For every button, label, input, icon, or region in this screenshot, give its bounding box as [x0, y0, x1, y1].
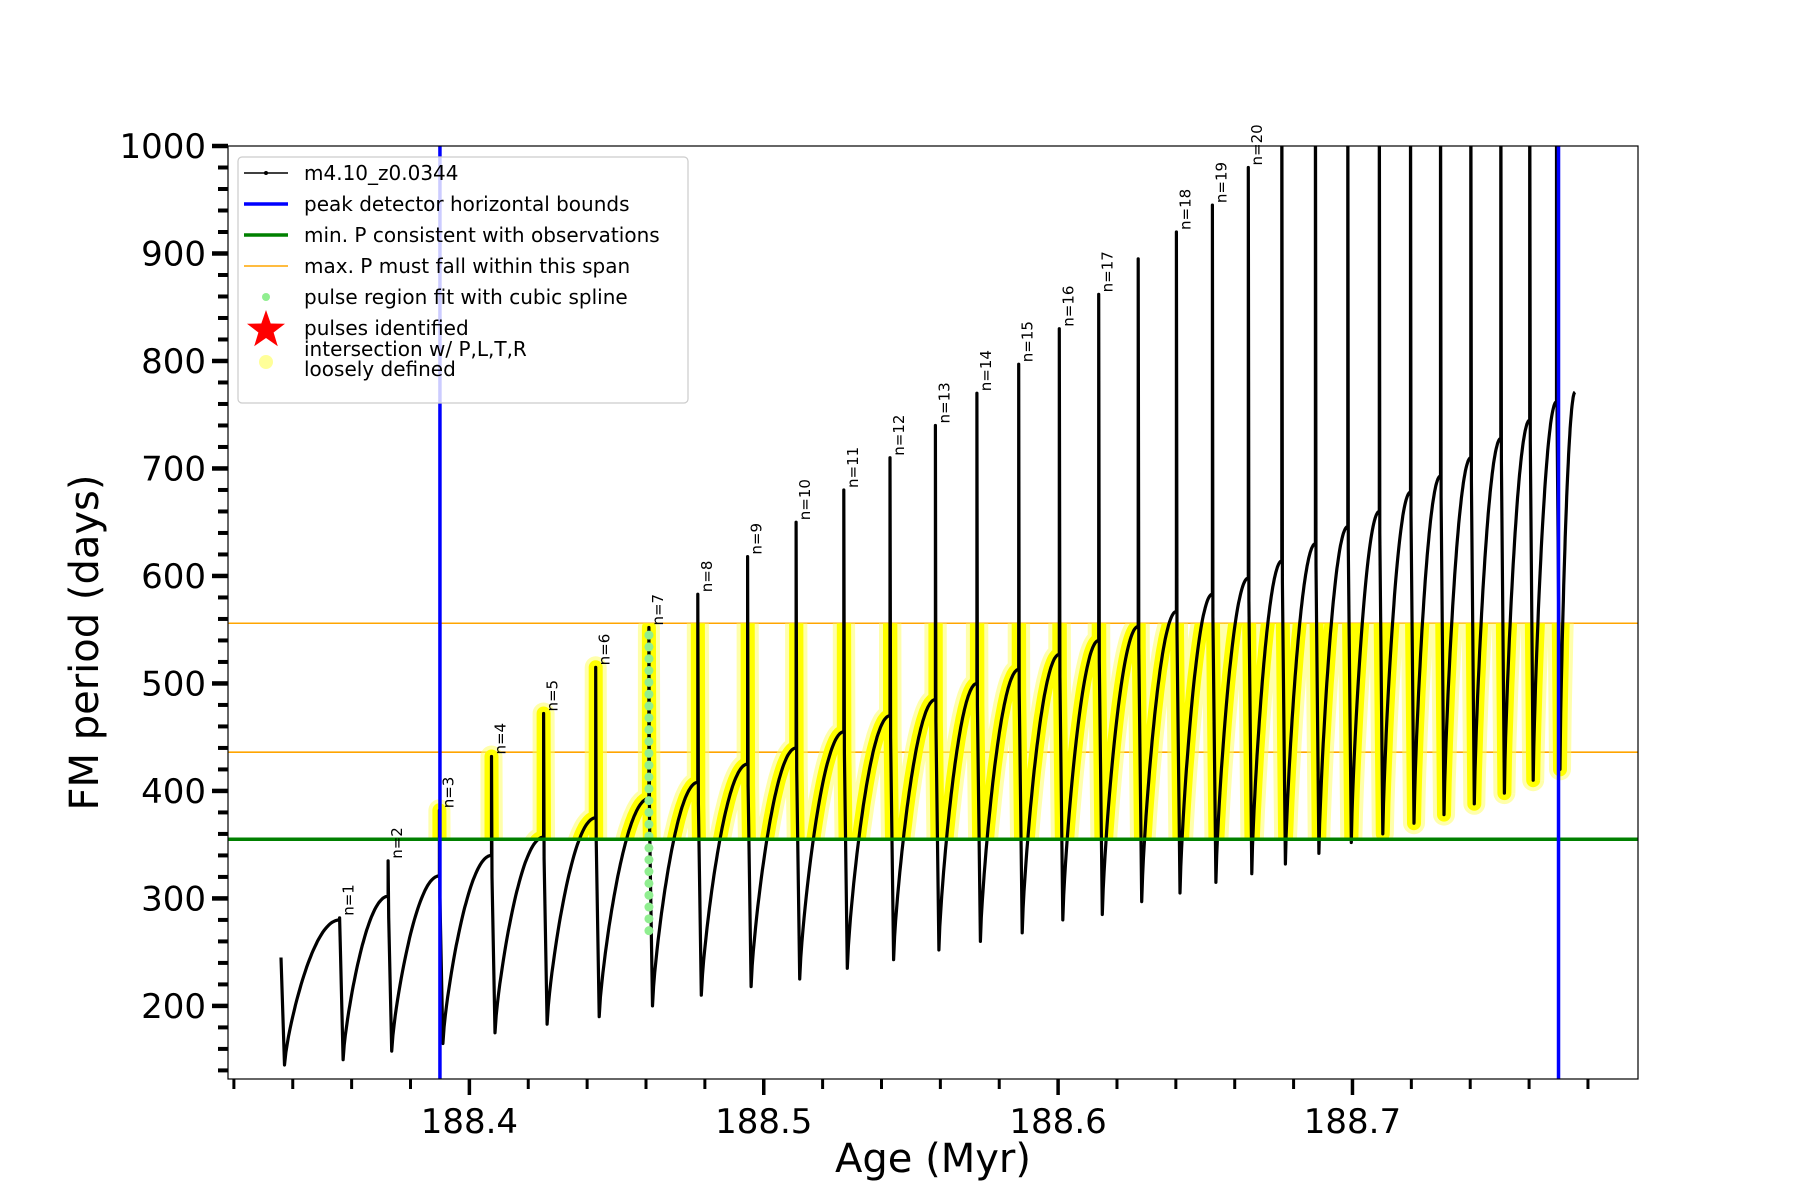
y-tick-label: 300	[141, 879, 206, 919]
spline-point	[644, 843, 654, 853]
spline-point	[644, 819, 654, 829]
y-tick-label: 800	[141, 342, 206, 382]
pulse-label: n=3	[439, 777, 457, 809]
spline-point	[644, 713, 654, 723]
legend-dot-icon	[259, 355, 273, 369]
legend-label: m4.10_z0.0344	[304, 161, 459, 185]
legend-dot-icon	[264, 171, 268, 175]
pulse-label: n=6	[596, 634, 614, 666]
spline-point	[644, 902, 654, 912]
spline-point	[644, 701, 654, 711]
pulse-label: n=14	[977, 350, 995, 391]
pulse-label: n=11	[844, 447, 862, 488]
y-tick-label: 500	[141, 664, 206, 704]
legend-label: loosely defined	[304, 357, 456, 381]
x-axis: 188.4 188.5 188.6 188.7	[232, 1079, 1590, 1142]
spline-point	[644, 677, 654, 687]
spline-point	[644, 642, 654, 652]
spline-point	[644, 666, 654, 676]
x-tick-label: 188.5	[715, 1102, 812, 1142]
pulse-label: n=15	[1019, 321, 1037, 362]
period-curve	[279, 146, 1577, 1067]
y-axis-label: FM period (days)	[62, 475, 108, 811]
legend-label: max. P must fall within this span	[304, 254, 630, 278]
x-tick-label: 188.6	[1009, 1102, 1106, 1142]
spline-point	[644, 654, 654, 664]
spline-point	[644, 736, 654, 746]
legend-item: max. P must fall within this span	[244, 254, 630, 278]
legend-label: peak detector horizontal bounds	[304, 192, 630, 216]
y-tick-label: 200	[141, 987, 206, 1027]
pulse-label: n=7	[649, 594, 667, 626]
spline-point	[644, 796, 654, 806]
x-axis-label: Age (Myr)	[835, 1136, 1031, 1182]
spline-point	[644, 867, 654, 877]
spline-point	[644, 914, 654, 924]
y-axis: 200 300 400 500 600 700 800 900 1000	[119, 127, 228, 1073]
legend-dot-icon	[262, 293, 270, 301]
spline-point	[644, 878, 654, 888]
pulse-label: n=4	[491, 723, 509, 755]
spline-point	[644, 748, 654, 758]
star-icon	[247, 310, 285, 347]
legend-item: peak detector horizontal bounds	[244, 192, 630, 216]
spline-point	[644, 772, 654, 782]
y-tick-label: 400	[141, 772, 206, 812]
spline-point	[644, 890, 654, 900]
pulse-label: n=16	[1059, 286, 1077, 327]
pulse-label: n=9	[748, 523, 766, 555]
pulse-label: n=10	[796, 479, 814, 520]
spline-point	[644, 807, 654, 817]
axes-frame	[227, 145, 1639, 1080]
pulse-label: n=17	[1099, 251, 1117, 292]
legend-item: pulse region fit with cubic spline	[262, 285, 628, 309]
pulse-label: n=5	[544, 680, 562, 712]
pulse-label: n=18	[1176, 189, 1194, 230]
y-tick-label: 700	[141, 449, 206, 489]
x-tick-label: 188.4	[421, 1102, 518, 1142]
y-tick-label: 1000	[119, 127, 206, 167]
spline-point	[644, 926, 654, 936]
pulse-label: n=8	[698, 561, 716, 593]
legend-label: intersection w/ P,L,T,R	[304, 337, 527, 361]
y-tick-label: 900	[141, 234, 206, 274]
spline-point	[644, 725, 654, 735]
pulse-label: n=2	[388, 827, 406, 859]
spline-point	[644, 630, 654, 640]
legend-item: min. P consistent with observations	[244, 223, 660, 247]
spline-point	[644, 689, 654, 699]
legend-label: pulses identified	[304, 316, 469, 340]
pulse-label: n=12	[890, 415, 908, 456]
spline-point	[644, 784, 654, 794]
y-tick-label: 600	[141, 557, 206, 597]
pulse-label: n=19	[1212, 162, 1230, 203]
pulse-label: n=13	[935, 382, 953, 423]
legend-label: min. P consistent with observations	[304, 223, 660, 247]
spline-point	[644, 760, 654, 770]
spline-point	[644, 855, 654, 865]
legend-label: pulse region fit with cubic spline	[304, 285, 628, 309]
legend-item: pulses identified	[247, 310, 469, 347]
x-tick-label: 188.7	[1304, 1102, 1401, 1142]
pulse-label: n=20	[1248, 124, 1266, 165]
legend-item: m4.10_z0.0344	[244, 161, 459, 185]
legend-box	[237, 156, 689, 404]
pulse-label: n=1	[340, 884, 358, 916]
